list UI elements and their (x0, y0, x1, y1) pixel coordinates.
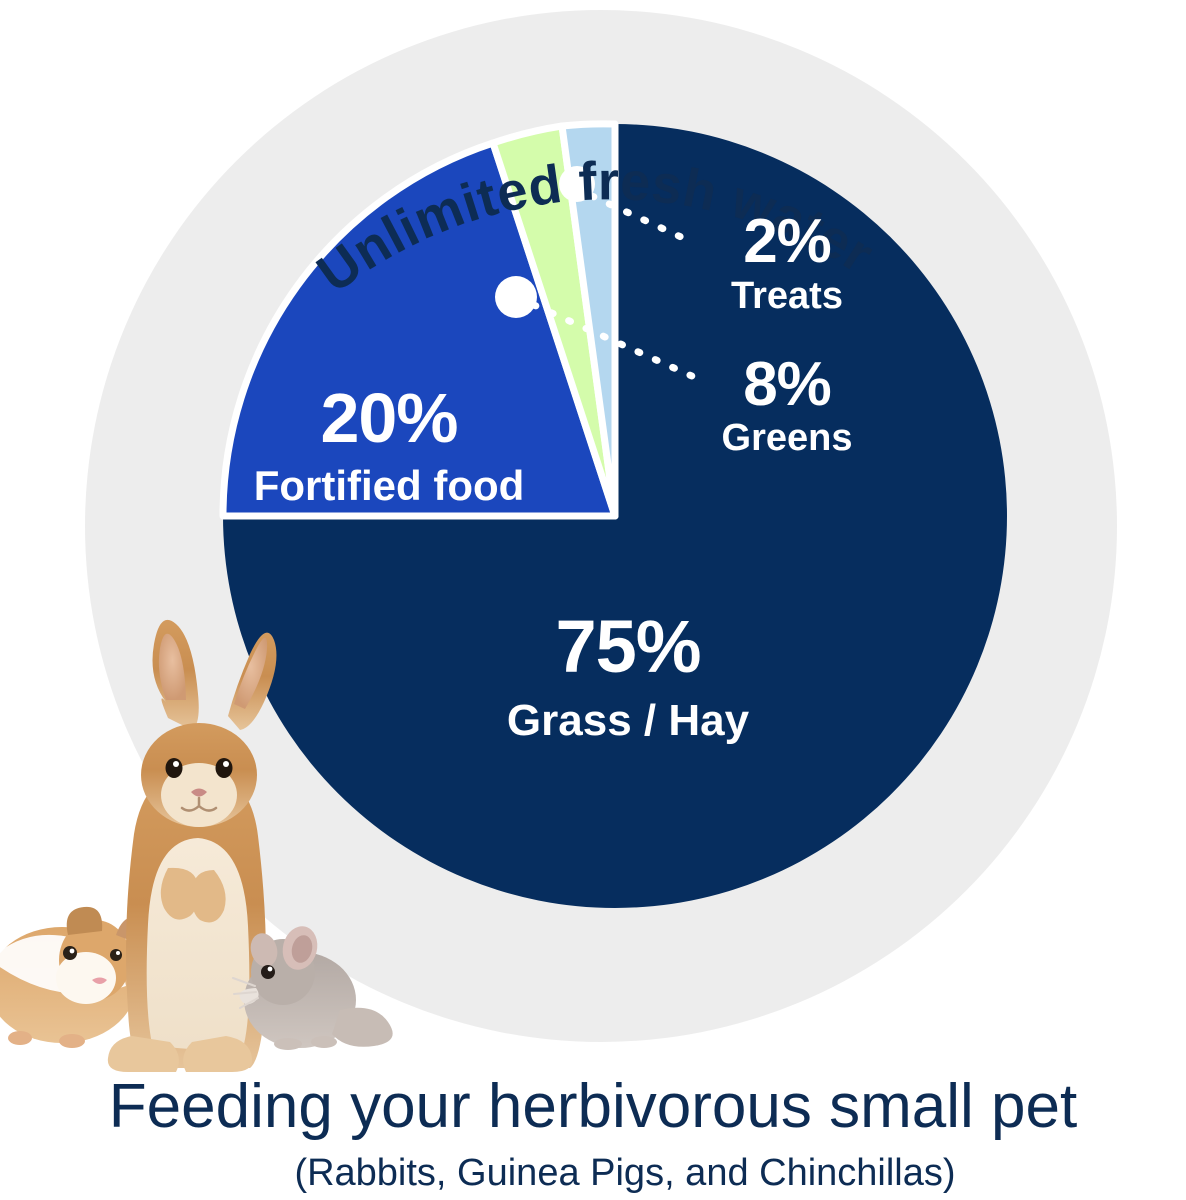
slice-value-treats: 2% (743, 207, 831, 276)
slice-name-treats: Treats (731, 275, 843, 317)
slice-label-greens: 8% Greens (722, 350, 853, 459)
leader-line-treats (588, 192, 698, 247)
pie-slice-treats[interactable] (558, 120, 619, 520)
slice-label-treats: 2% Treats (731, 207, 843, 317)
slice-name-grass-hay: Grass / Hay (507, 696, 750, 745)
callout-dot-treats (559, 166, 595, 202)
chinchilla-illustration (232, 926, 393, 1050)
slice-name-fortified-food: Fortified food (254, 462, 525, 509)
slice-value-greens: 8% (743, 350, 831, 419)
slice-name-greens: Greens (722, 417, 853, 459)
guinea-pig-illustration (0, 906, 149, 1048)
rabbit-illustration (107, 619, 277, 1072)
animal-group (0, 619, 393, 1072)
caption-main: Feeding your herbivorous small pet (109, 1072, 1077, 1141)
slice-label-grass-hay: 75% Grass / Hay (507, 605, 750, 745)
caption-sub: (Rabbits, Guinea Pigs, and Chinchillas) (294, 1152, 955, 1194)
slice-value-grass-hay: 75% (555, 605, 700, 688)
callout-dot-greens (495, 276, 537, 318)
slice-label-fortified-food: 20% Fortified food (254, 379, 525, 509)
pie-slice-fortified-food[interactable] (219, 139, 619, 520)
slice-value-fortified-food: 20% (320, 379, 457, 457)
